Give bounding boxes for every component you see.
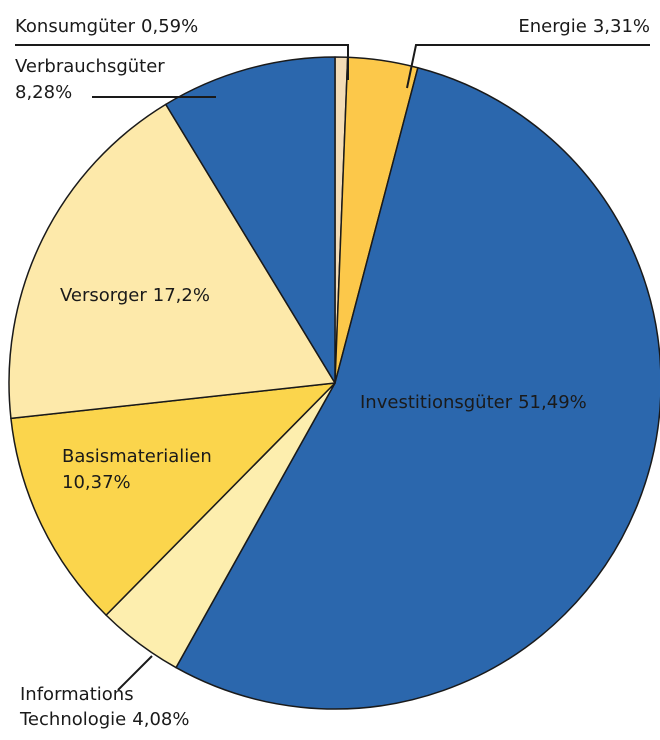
- value-label: 3,31%: [593, 16, 650, 37]
- slice-label: Informations Technologie 4,08%: [19, 684, 189, 730]
- value-label: 4,08%: [132, 709, 189, 730]
- category-label: Versorger: [60, 285, 147, 306]
- slice-label: Konsumgüter 0,59%: [15, 16, 198, 37]
- leader-line: [117, 655, 153, 691]
- category-label: Verbrauchsgüter: [15, 56, 165, 77]
- slice-label: Basismaterialien 10,37%: [62, 446, 212, 493]
- value-label: 8,28%: [15, 82, 72, 103]
- value-label: 0,59%: [141, 16, 198, 37]
- leader-line: [15, 44, 349, 80]
- pie-slice: [165, 56, 336, 384]
- value-label: 17,2%: [153, 285, 210, 306]
- category-label: Informations Technologie: [19, 684, 134, 730]
- slice-label: Verbrauchsgüter 8,28%: [15, 56, 165, 103]
- slice-label: Energie 3,31%: [518, 16, 650, 37]
- slice-label: Versorger 17,2%: [60, 285, 210, 306]
- category-line: Informations: [20, 684, 134, 705]
- value-label: 51,49%: [518, 392, 587, 413]
- value-label: 10,37%: [62, 472, 131, 493]
- pie-slice: [8, 103, 336, 420]
- category-label: Energie: [518, 16, 586, 37]
- category-label: Konsumgüter: [15, 16, 136, 37]
- category-label: Investitionsgüter: [360, 392, 513, 413]
- pie-slice: [175, 66, 660, 710]
- pie-slice: [10, 382, 336, 616]
- category-label: Basismaterialien: [62, 446, 212, 467]
- slice-label: Investitionsgüter 51,49%: [360, 392, 587, 413]
- leader-line: [406, 44, 650, 89]
- category-line: Technologie: [19, 709, 126, 730]
